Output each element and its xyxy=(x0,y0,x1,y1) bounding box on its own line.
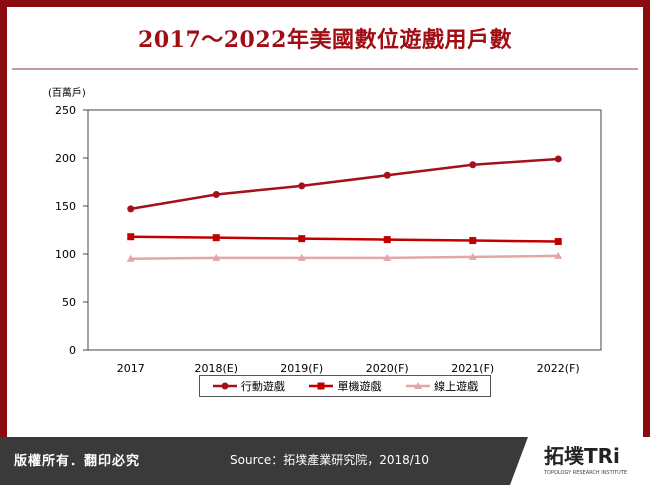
legend-item-1: 行動遊戲 xyxy=(212,378,285,394)
y-tick-label: 100 xyxy=(55,248,76,261)
data-point xyxy=(127,205,135,213)
y-tick-label: 250 xyxy=(55,104,76,117)
tri-logo: 拓墣TRi TOPOLOGY RESEARCH INSTITUTE xyxy=(510,437,650,485)
data-point xyxy=(297,253,306,261)
legend-label: 單機遊戲 xyxy=(337,380,382,393)
x-tick-label: 2020(F) xyxy=(366,362,409,375)
legend-label: 行動遊戲 xyxy=(240,380,285,393)
legend-swatch xyxy=(309,382,334,390)
y-axis-label: (百萬戶) xyxy=(48,86,86,99)
y-tick-label: 50 xyxy=(62,296,76,309)
x-tick-label: 2018(E) xyxy=(194,362,238,375)
source-text: Source：拓墣產業研究院，2018/10 xyxy=(230,453,430,467)
legend-swatch xyxy=(406,382,431,389)
x-tick-label: 2017 xyxy=(117,362,145,375)
data-point xyxy=(468,252,477,260)
x-tick-label: 2022(F) xyxy=(537,362,580,375)
x-tick-label: 2019(F) xyxy=(280,362,323,375)
data-point xyxy=(127,233,135,241)
data-point xyxy=(298,235,306,243)
series-line-2 xyxy=(130,235,559,243)
series-line-3 xyxy=(130,254,559,261)
copyright-text: 版權所有．翻印必究 xyxy=(14,454,141,469)
data-point xyxy=(212,234,220,242)
data-point xyxy=(212,253,221,261)
logo-tagline: TOPOLOGY RESEARCH INSTITUTE xyxy=(543,470,627,476)
data-point xyxy=(469,161,477,169)
data-point xyxy=(298,182,306,190)
y-tick-label: 200 xyxy=(55,152,76,165)
data-point xyxy=(383,171,391,179)
data-point xyxy=(383,253,392,261)
x-tick-label: 2021(F) xyxy=(451,362,494,375)
data-point xyxy=(554,251,563,259)
data-point xyxy=(554,155,562,163)
data-point xyxy=(469,237,477,245)
title-divider xyxy=(12,68,638,70)
y-tick-label: 150 xyxy=(55,200,76,213)
data-point xyxy=(212,190,220,198)
data-point xyxy=(126,254,135,262)
legend-item-2: 單機遊戲 xyxy=(308,378,381,394)
legend-item-3: 線上遊戲 xyxy=(405,378,478,394)
series-line-1 xyxy=(130,157,559,211)
y-tick-label: 0 xyxy=(69,344,76,357)
data-point xyxy=(554,238,562,246)
logo-wordmark: 拓墣TRi xyxy=(544,444,620,468)
plot-area xyxy=(87,109,602,351)
data-point xyxy=(383,236,391,244)
chart-title: 2017～2022年美國數位遊戲用戶數 xyxy=(138,27,512,53)
legend-swatch xyxy=(212,382,237,390)
chart-legend: 行動遊戲 單機遊戲 線上遊戲 xyxy=(199,375,491,397)
legend-label: 線上遊戲 xyxy=(434,380,479,393)
